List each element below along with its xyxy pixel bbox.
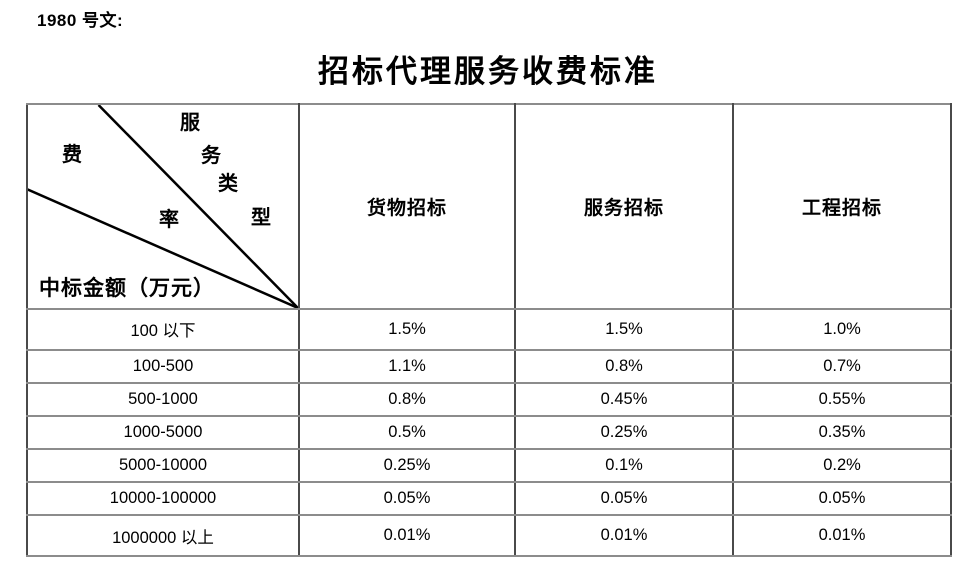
fee-cell: 1.1% <box>298 348 516 384</box>
fee-cell: 1.0% <box>732 308 952 351</box>
fee-cell: 0.55% <box>732 381 952 417</box>
fee-cell: 1.5% <box>514 308 734 351</box>
fee-cell: 1.5% <box>298 308 516 351</box>
column-header-engineering: 工程招标 <box>732 103 952 310</box>
corner-amount-label: 中标金额（万元） <box>39 276 215 300</box>
fee-standard-table: 服 务 类 型 费 率 中标金额（万元） 货物招标 服务招标 工程招标 100 … <box>26 103 952 557</box>
corner-label-service-char-2: 务 <box>201 145 221 167</box>
table-row: 500-1000 0.8% 0.45% 0.55% <box>26 381 952 417</box>
table-row: 10000-100000 0.05% 0.05% 0.05% <box>26 481 952 517</box>
page-title: 招标代理服务收费标准 <box>318 54 658 89</box>
corner-label-service-char-4: 型 <box>251 207 271 229</box>
row-amount: 500-1000 <box>26 381 300 417</box>
fee-cell: 0.01% <box>514 514 734 557</box>
row-amount: 1000-5000 <box>26 414 300 450</box>
row-amount: 10000-100000 <box>26 481 300 517</box>
table-row: 100 以下 1.5% 1.5% 1.0% <box>26 308 952 351</box>
row-amount: 100 以下 <box>26 308 300 351</box>
fee-cell: 0.25% <box>298 447 516 484</box>
fee-cell: 0.05% <box>732 481 952 517</box>
table-row: 5000-10000 0.25% 0.1% 0.2% <box>26 447 952 484</box>
diagonal-corner-content: 服 务 类 型 费 率 中标金额（万元） <box>28 105 298 308</box>
diagonal-lines-icon <box>28 105 298 308</box>
fee-cell: 0.5% <box>298 414 516 450</box>
row-amount: 1000000 以上 <box>26 514 300 557</box>
fee-cell: 0.01% <box>732 514 952 557</box>
corner-label-rate-char-2: 率 <box>159 209 179 231</box>
column-header-service: 服务招标 <box>514 103 734 310</box>
diagonal-corner-cell: 服 务 类 型 费 率 中标金额（万元） <box>26 103 300 310</box>
corner-label-service-char-1: 服 <box>180 112 200 134</box>
fee-cell: 0.45% <box>514 381 734 417</box>
fee-cell: 0.8% <box>298 381 516 417</box>
column-header-goods: 货物招标 <box>298 103 516 310</box>
table-row: 1000-5000 0.5% 0.25% 0.35% <box>26 414 952 450</box>
row-amount: 5000-10000 <box>26 447 300 484</box>
fee-cell: 0.7% <box>732 348 952 384</box>
doc-reference-number: 1980 号文: <box>37 11 124 30</box>
corner-label-service-char-3: 类 <box>218 173 238 195</box>
fee-cell: 0.25% <box>514 414 734 450</box>
fee-cell: 0.05% <box>514 481 734 517</box>
table-row: 100-500 1.1% 0.8% 0.7% <box>26 348 952 384</box>
corner-label-rate-char-1: 费 <box>62 144 82 166</box>
fee-cell: 0.01% <box>298 514 516 557</box>
fee-cell: 0.8% <box>514 348 734 384</box>
fee-cell: 0.05% <box>298 481 516 517</box>
fee-cell: 0.1% <box>514 447 734 484</box>
table-row: 1000000 以上 0.01% 0.01% 0.01% <box>26 514 952 557</box>
table-header-row: 服 务 类 型 费 率 中标金额（万元） 货物招标 服务招标 工程招标 <box>26 103 952 310</box>
fee-cell: 0.2% <box>732 447 952 484</box>
fee-cell: 0.35% <box>732 414 952 450</box>
row-amount: 100-500 <box>26 348 300 384</box>
